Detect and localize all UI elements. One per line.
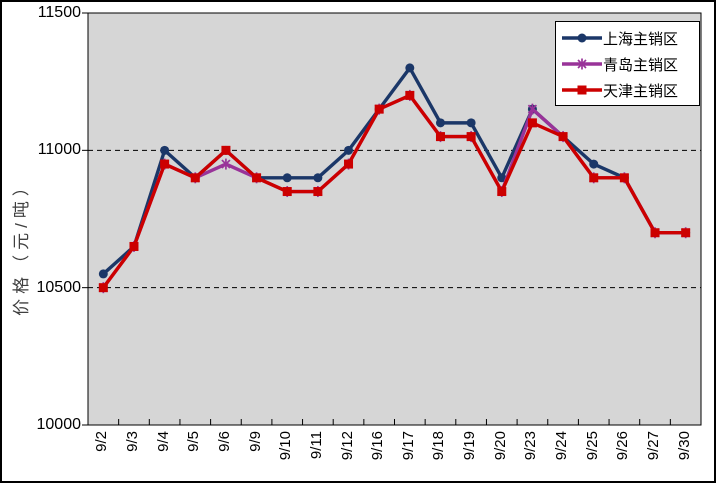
- x-axis-tick-label: 9/24: [553, 431, 571, 461]
- x-axis-tick-label: 9/30: [675, 431, 693, 461]
- data-point-marker: [160, 159, 170, 169]
- data-point-marker: [190, 173, 200, 183]
- x-axis-tick-label: 9/6: [215, 431, 233, 452]
- data-point-marker: [577, 59, 587, 69]
- x-axis-tick-label: 9/17: [399, 431, 417, 461]
- data-point-marker: [313, 173, 323, 183]
- legend-item: 青岛主销区: [561, 51, 699, 77]
- series-line: [101, 93, 688, 290]
- legend-item: 上海主销区: [561, 25, 699, 51]
- data-point-marker: [129, 241, 139, 251]
- x-axis-tick-label: 9/16: [369, 431, 387, 461]
- data-point-marker: [282, 173, 292, 183]
- data-point-marker: [313, 187, 323, 197]
- x-axis-tick-label: 9/20: [491, 431, 509, 461]
- data-point-marker: [374, 104, 384, 114]
- legend-item-label: 上海主销区: [603, 30, 679, 48]
- data-point-marker: [98, 283, 108, 293]
- data-point-marker: [405, 90, 415, 100]
- y-axis-tick-label: 11500: [37, 4, 81, 21]
- data-point-marker: [282, 187, 292, 197]
- x-axis-tick-label: 9/25: [583, 431, 601, 461]
- data-point-marker: [589, 173, 599, 183]
- data-point-marker: [98, 269, 108, 279]
- x-axis-tick-label: 9/27: [645, 431, 663, 461]
- x-axis-tick-label: 9/19: [461, 431, 479, 461]
- x-axis-tick-label: 9/4: [154, 431, 172, 452]
- x-axis-tick-label: 9/11: [307, 431, 325, 460]
- legend-item-label: 青岛主销区: [603, 56, 679, 74]
- y-axis-tick-label: 10000: [36, 416, 82, 433]
- y-axis-tick-label: 10500: [36, 278, 82, 296]
- legend-marker-icon: [562, 85, 602, 95]
- data-point-marker: [252, 173, 262, 183]
- data-point-marker: [497, 187, 507, 197]
- x-axis-tick-label: 9/18: [430, 431, 448, 461]
- legend: 上海主销区青岛主销区天津主销区: [555, 21, 700, 106]
- data-point-marker: [435, 118, 445, 128]
- legend-marker-icon: [562, 33, 602, 43]
- data-point-marker: [160, 145, 170, 155]
- data-point-marker: [589, 159, 599, 169]
- x-axis-tick-label: 9/10: [277, 431, 295, 461]
- x-axis-tick-label: 9/26: [614, 431, 632, 461]
- data-point-marker: [344, 145, 354, 155]
- legend-marker-icon: [562, 58, 602, 70]
- data-point-marker: [650, 228, 660, 238]
- data-point-marker: [466, 132, 476, 142]
- data-point-marker: [221, 145, 231, 155]
- legend-item-label: 天津主销区: [603, 82, 679, 100]
- data-point-marker: [221, 159, 231, 169]
- x-axis-tick-label: 9/12: [338, 431, 356, 461]
- legend-item: 天津主销区: [561, 77, 699, 103]
- x-axis-tick-label: 9/2: [93, 431, 111, 452]
- data-point-marker: [466, 118, 476, 128]
- data-point-marker: [497, 173, 507, 183]
- y-axis-tick-label: 11000: [37, 141, 81, 159]
- y-axis-title: 价格（元/吨）: [12, 174, 31, 316]
- data-point-marker: [435, 132, 445, 142]
- data-point-marker: [344, 159, 354, 169]
- data-point-marker: [619, 173, 629, 183]
- data-point-marker: [527, 118, 537, 128]
- data-point-marker: [527, 104, 538, 114]
- data-point-marker: [577, 85, 587, 95]
- data-point-marker: [577, 33, 587, 43]
- x-axis-tick-label: 9/5: [185, 431, 203, 452]
- x-axis-tick-label: 9/9: [246, 431, 264, 452]
- data-point-marker: [558, 132, 568, 142]
- data-point-marker: [681, 228, 691, 238]
- x-axis-tick-label: 9/3: [123, 431, 141, 452]
- x-axis-tick-label: 9/23: [522, 431, 540, 461]
- data-point-marker: [405, 63, 415, 73]
